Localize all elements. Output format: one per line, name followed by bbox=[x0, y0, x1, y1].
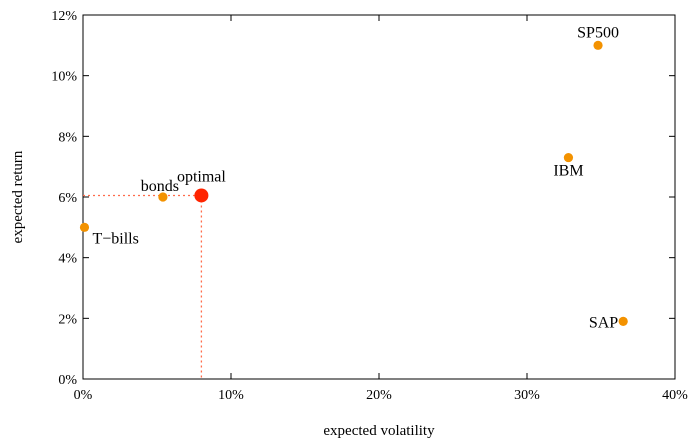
axis-ticks: 0% 10% 20% 30% 40% 0% 2% 4% 6% 8% 10% 12% bbox=[51, 9, 688, 403]
y-tick-label: 0% bbox=[58, 373, 77, 388]
point-labels: T−bills bonds IBM SP500 SAP optimal bbox=[92, 24, 618, 331]
y-tick-label: 10% bbox=[51, 70, 77, 85]
point-sp500 bbox=[593, 40, 603, 50]
label-optimal: optimal bbox=[177, 168, 226, 185]
data-points bbox=[79, 40, 628, 326]
optimal-guide-lines bbox=[83, 194, 203, 379]
point-t-bills bbox=[79, 222, 90, 232]
label-sp500: SP500 bbox=[577, 24, 619, 41]
plot-border bbox=[82, 14, 676, 380]
label-ibm: IBM bbox=[553, 163, 583, 180]
label-sap: SAP bbox=[589, 314, 618, 331]
y-tick-label: 12% bbox=[51, 9, 77, 24]
x-tick-label: 30% bbox=[514, 388, 540, 403]
y-tick-label: 8% bbox=[58, 130, 77, 145]
x-tick-label: 10% bbox=[218, 388, 244, 403]
y-tick-label: 6% bbox=[58, 191, 77, 206]
point-sap bbox=[618, 316, 628, 326]
x-tick-label: 40% bbox=[662, 388, 688, 403]
point-ibm bbox=[563, 152, 574, 163]
x-axis-title: expected volatility bbox=[323, 423, 435, 439]
x-tick-label: 20% bbox=[366, 388, 392, 403]
y-tick-label: 2% bbox=[58, 312, 77, 327]
label-bonds: bonds bbox=[141, 178, 179, 195]
label-t-bills: T−bills bbox=[92, 230, 138, 247]
point-optimal bbox=[194, 188, 209, 203]
x-tick-label: 0% bbox=[74, 388, 93, 403]
y-axis-title: expected return bbox=[10, 150, 26, 243]
y-tick-label: 4% bbox=[58, 252, 77, 267]
point-bonds bbox=[158, 192, 168, 202]
plot-frame bbox=[82, 14, 676, 380]
